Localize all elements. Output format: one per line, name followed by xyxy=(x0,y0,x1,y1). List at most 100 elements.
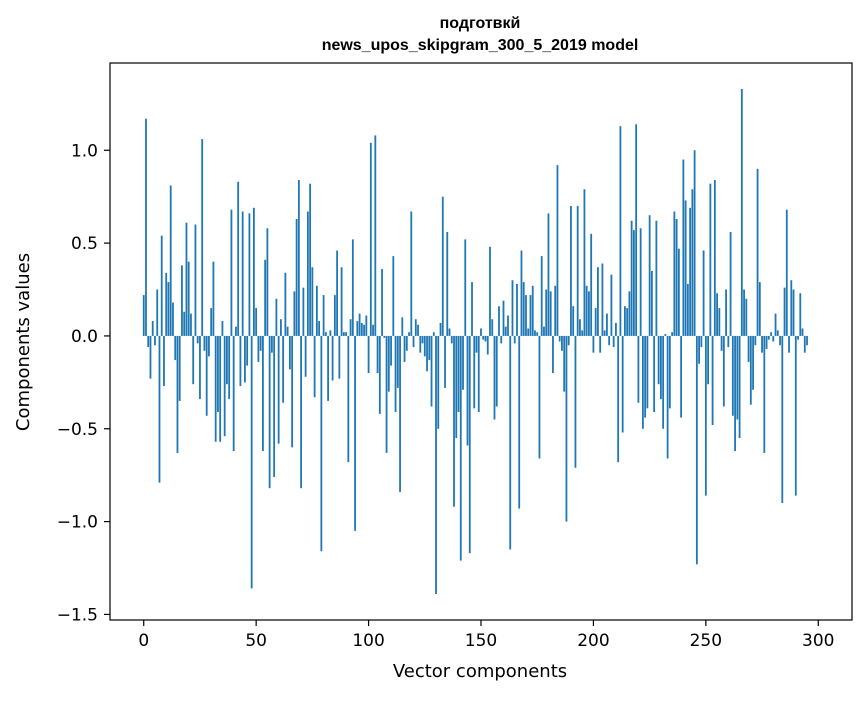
bar-component-202 xyxy=(597,267,599,336)
y-axis-label: Components values xyxy=(13,253,34,431)
bar-component-186 xyxy=(561,335,563,351)
bar-component-287 xyxy=(788,335,790,353)
bar-component-24 xyxy=(196,335,199,344)
bar-component-117 xyxy=(405,335,408,351)
bar-component-155 xyxy=(491,319,494,336)
bar-component-262 xyxy=(731,335,734,416)
y-tick-label: −0.5 xyxy=(57,420,98,440)
bar-component-65 xyxy=(288,335,291,370)
bar-component-109 xyxy=(387,335,390,392)
bar-component-121 xyxy=(414,319,417,336)
bar-component-273 xyxy=(756,168,759,336)
bar-component-194 xyxy=(579,319,581,336)
bar-component-219 xyxy=(635,124,638,336)
bar-component-150 xyxy=(480,328,482,336)
bar-component-85 xyxy=(333,295,336,336)
bar-component-161 xyxy=(504,326,507,336)
bar-component-229 xyxy=(657,335,660,385)
bar-component-12 xyxy=(169,185,172,336)
bar-component-169 xyxy=(522,282,525,336)
bar-component-223 xyxy=(644,335,647,418)
bar-component-167 xyxy=(518,335,521,509)
bar-component-10 xyxy=(165,272,168,336)
bar-component-15 xyxy=(176,335,179,453)
bar-component-64 xyxy=(286,326,289,336)
x-tick-label: 250 xyxy=(690,631,722,651)
x-tick-label: 300 xyxy=(802,631,834,651)
bar-component-94 xyxy=(354,335,356,531)
bar-component-20 xyxy=(187,261,190,336)
bar-component-173 xyxy=(531,285,534,336)
x-tick-label: 150 xyxy=(465,631,497,651)
bar-component-168 xyxy=(520,250,523,336)
bar-component-217 xyxy=(630,220,633,336)
bar-component-140 xyxy=(457,335,460,413)
bar-component-220 xyxy=(637,335,640,403)
bar-component-100 xyxy=(367,335,370,374)
bar-component-158 xyxy=(498,306,500,336)
bar-component-216 xyxy=(628,291,631,336)
x-tick-label: 100 xyxy=(352,631,384,651)
bar-component-181 xyxy=(549,291,552,336)
bar-component-120 xyxy=(412,335,415,348)
bar-component-275 xyxy=(761,335,763,353)
bar-component-295 xyxy=(806,335,808,346)
bar-component-61 xyxy=(279,319,282,336)
bar-component-250 xyxy=(704,335,707,496)
bar-component-71 xyxy=(302,287,305,336)
bar-component-265 xyxy=(738,335,741,439)
bar-component-59 xyxy=(275,298,278,336)
bar-component-30 xyxy=(210,308,213,336)
bar-component-97 xyxy=(360,322,363,336)
y-tick-label: 0.5 xyxy=(71,234,98,254)
bar-component-224 xyxy=(646,335,649,409)
bars-layer xyxy=(142,88,808,595)
bar-component-108 xyxy=(385,335,388,453)
bar-component-256 xyxy=(718,308,721,336)
bar-component-138 xyxy=(453,335,455,507)
bar-component-237 xyxy=(675,218,678,336)
bar-component-74 xyxy=(309,183,312,336)
bar-component-176 xyxy=(538,335,541,459)
bar-component-235 xyxy=(671,332,674,336)
bar-component-232 xyxy=(664,334,667,336)
bar-component-254 xyxy=(713,179,716,336)
bar-component-95 xyxy=(356,321,359,336)
bar-component-88 xyxy=(340,267,343,336)
bar-component-1 xyxy=(145,118,147,336)
bar-component-73 xyxy=(306,211,309,336)
bar-component-3 xyxy=(149,335,152,379)
bar-component-247 xyxy=(698,335,700,364)
bar-component-142 xyxy=(462,335,464,390)
bar-component-125 xyxy=(423,335,426,357)
bar-component-289 xyxy=(792,289,795,336)
bar-component-177 xyxy=(540,256,543,336)
bar-component-8 xyxy=(160,235,163,336)
bar-component-31 xyxy=(212,261,215,336)
x-axis-label: Vector components xyxy=(393,661,567,682)
bar-component-37 xyxy=(226,335,228,385)
bar-component-279 xyxy=(770,332,772,336)
bar-component-134 xyxy=(444,335,446,388)
bar-component-27 xyxy=(203,335,206,351)
bar-component-236 xyxy=(673,211,676,336)
bar-component-257 xyxy=(720,335,723,351)
bar-component-255 xyxy=(716,293,718,336)
bar-component-28 xyxy=(205,335,208,416)
bar-component-69 xyxy=(297,179,300,336)
bar-component-53 xyxy=(262,335,264,452)
bar-component-68 xyxy=(295,218,298,336)
bar-component-221 xyxy=(639,228,642,336)
bar-component-215 xyxy=(626,308,629,336)
bar-component-132 xyxy=(439,322,442,336)
bar-component-203 xyxy=(599,335,602,353)
bar-component-263 xyxy=(734,335,736,452)
bar-component-4 xyxy=(151,321,154,336)
bar-component-33 xyxy=(217,335,219,413)
bar-component-230 xyxy=(659,335,662,400)
bar-component-38 xyxy=(228,335,231,400)
bar-component-277 xyxy=(765,335,768,349)
bar-component-248 xyxy=(700,335,703,348)
bar-component-41 xyxy=(235,326,237,336)
